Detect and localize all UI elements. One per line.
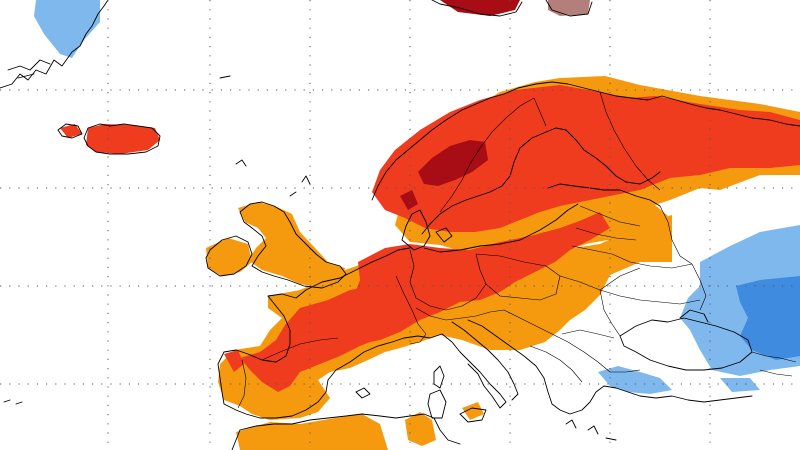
shetland-coastline <box>289 175 311 197</box>
balkan-borders <box>503 309 615 383</box>
corsica-coastline <box>433 365 445 389</box>
anomaly-region-central-mild <box>218 215 672 420</box>
anomaly-layer-cold <box>736 276 800 360</box>
north-africa-coastline <box>239 413 461 445</box>
anomaly-region-norway-coast-strong <box>400 190 418 210</box>
sicily-coastline <box>459 407 487 423</box>
anomaly-region-britain-mild <box>238 202 345 288</box>
turkey-south-coastline <box>639 395 753 403</box>
iceland-coastline <box>83 123 161 155</box>
svalbard-coastline <box>431 0 593 17</box>
crimea-coastline <box>679 309 709 323</box>
biscay-coastline <box>223 295 291 363</box>
anomaly-region-iberia-west-warm <box>224 350 244 372</box>
anomaly-region-ireland-mild <box>206 238 252 276</box>
sardinia-coastline <box>427 389 447 419</box>
baltic-south-coastline <box>423 203 579 253</box>
adriatic-east-coastline <box>467 319 553 405</box>
anomaly-region-sicily-mild <box>462 402 484 420</box>
ireland-coastline <box>205 235 253 277</box>
ukraine-borders <box>559 275 701 337</box>
iberia-border <box>237 337 339 409</box>
anomaly-region-france-warm <box>240 286 400 392</box>
aegean-islands <box>565 419 617 441</box>
mediterranean-north-coastline <box>391 333 507 409</box>
anomaly-region-scandinavia-strong <box>418 140 488 186</box>
sweden-finland-border <box>533 97 547 127</box>
island-dot-a <box>219 75 231 79</box>
scandinavia-coastline <box>371 81 800 201</box>
norway-sweden-border <box>439 97 535 213</box>
anomaly-region-brown <box>548 0 590 16</box>
italy-east-coastline <box>451 321 519 401</box>
baltic-states-borders <box>571 205 641 255</box>
anomaly-region-cyprus-east-cold <box>720 378 760 392</box>
anomaly-region-tunisia-mild <box>405 412 436 446</box>
great-britain-coastline <box>239 201 347 289</box>
anomaly-region-russia-cold <box>736 276 800 360</box>
turkey-border <box>610 369 641 373</box>
anomaly-layer-strong-warm <box>400 0 520 210</box>
anomaly-region-turkey-cold <box>598 366 672 394</box>
finland-gulf-coastline <box>547 183 661 207</box>
morocco-coastline <box>231 429 241 450</box>
alpine-borders <box>415 307 505 321</box>
denmark-islands <box>435 227 453 243</box>
denmark-coastline <box>401 209 431 251</box>
country-borders <box>237 91 797 409</box>
greece-coastline <box>551 385 641 415</box>
caucasus-borders <box>751 351 797 377</box>
iberia-coastline <box>217 341 393 419</box>
greenland-coast-fjords <box>7 59 51 79</box>
balearic-coastline <box>355 387 371 399</box>
greenland-coastline <box>0 0 109 89</box>
anomaly-layer-brown <box>548 0 590 16</box>
azores-dot <box>3 399 23 405</box>
anomaly-region-north-africa-mild <box>236 414 388 450</box>
france-borders <box>395 275 427 345</box>
anomaly-region-central-warm <box>348 212 610 344</box>
finland-russia-border <box>599 91 661 191</box>
anomaly-region-greenland-top-strong <box>440 0 520 16</box>
anomaly-region-greenland-cold <box>34 0 100 58</box>
germany-borders <box>409 249 487 311</box>
poland-borders <box>475 253 561 301</box>
anomaly-region-iceland-warm <box>86 124 160 154</box>
iceland-west-coastline <box>57 123 83 139</box>
russia-west-border <box>659 205 707 311</box>
anomaly-region-iceland-west-warm <box>60 124 82 138</box>
belarus-borders <box>599 253 693 291</box>
faroe-islands <box>235 159 247 167</box>
france-coastline <box>267 247 411 299</box>
sweden-baltic-coastline <box>421 127 661 235</box>
